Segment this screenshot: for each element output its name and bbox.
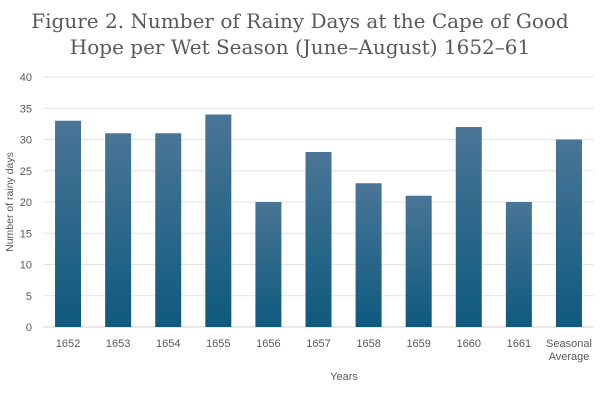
bar-1656: [255, 202, 282, 327]
y-tick-label: 30: [20, 135, 32, 147]
x-tick-label: 1658: [356, 338, 380, 350]
bar-1659: [405, 195, 432, 327]
bar-1652: [55, 120, 82, 327]
y-tick-label: 35: [20, 103, 32, 115]
x-tick-label: 1652: [56, 338, 80, 350]
x-tick-label: Average: [549, 351, 590, 363]
x-tick-label: 1659: [406, 338, 430, 350]
x-tick-label: 1657: [306, 338, 330, 350]
x-axis-label: Years: [330, 371, 358, 383]
y-tick-label: 40: [20, 72, 32, 84]
bar-1661: [505, 202, 532, 327]
x-tick-label: 1653: [106, 338, 130, 350]
y-tick-label: 5: [26, 291, 32, 303]
y-tick-label: 15: [20, 228, 32, 240]
bar-1655: [205, 114, 232, 327]
chart-title-line2: Hope per Wet Season (June–August) 1652–6…: [69, 35, 531, 59]
x-tick-label: 1661: [507, 338, 531, 350]
x-tick-label: 1656: [256, 338, 280, 350]
x-tick-label: 1660: [457, 338, 481, 350]
bar-1660: [455, 127, 482, 327]
y-axis-label: Number of rainy days: [4, 152, 16, 252]
y-tick-label: 25: [20, 166, 32, 178]
bar-1658: [355, 183, 382, 327]
bar-1653: [105, 133, 132, 327]
y-tick-label: 10: [20, 260, 32, 272]
x-tick-label: 1655: [206, 338, 230, 350]
y-tick-label: 20: [20, 197, 32, 209]
bar-seasonal-average: [555, 139, 582, 327]
bar-1657: [305, 152, 332, 327]
chart-title: Figure 2. Number of Rainy Days at the Ca…: [0, 8, 600, 60]
x-tick-label: 1654: [156, 338, 180, 350]
chart-title-line1: Figure 2. Number of Rainy Days at the Ca…: [31, 9, 569, 33]
x-tick-label: Seasonal: [546, 338, 592, 350]
y-tick-label: 0: [26, 322, 32, 334]
bar-1654: [155, 133, 182, 327]
